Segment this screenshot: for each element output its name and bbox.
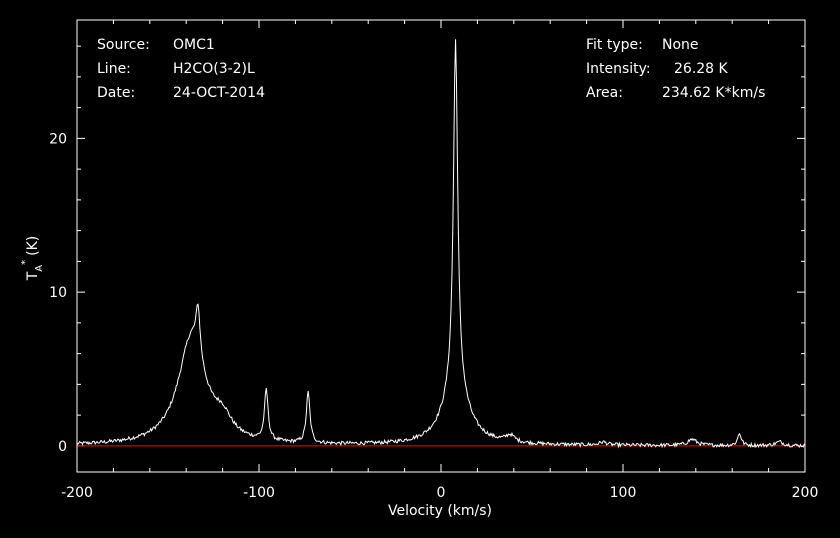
source-value: OMC1 — [173, 37, 215, 53]
line-label: Line: — [97, 61, 131, 77]
intensity-value: 26.28 K — [674, 61, 729, 77]
y-tick-label: 0 — [58, 439, 67, 455]
plot-frame — [76, 19, 806, 473]
x-tick-label: 100 — [610, 485, 637, 501]
y-axis-label-sup: * — [20, 260, 31, 265]
header-left: Source: OMC1 Line: H2CO(3-2)L Date: 24-O… — [97, 37, 265, 101]
source-label: Source: — [97, 37, 150, 53]
x-tick-label: 200 — [792, 485, 819, 501]
x-tick-label: 0 — [437, 485, 446, 501]
x-axis-label: Velocity (km/s) — [388, 503, 492, 519]
x-tick-label: -200 — [61, 485, 93, 501]
area-label: Area: — [586, 85, 623, 101]
x-tick-label: -100 — [243, 485, 275, 501]
y-tick-label: 10 — [49, 285, 67, 301]
y-axis-label: TA* (K) — [20, 236, 45, 282]
spectrum-line — [76, 39, 806, 449]
area-value: 234.62 K*km/s — [662, 85, 765, 101]
y-axis-label-sub: A — [34, 265, 45, 272]
fit-type-value: None — [662, 37, 699, 53]
date-value: 24-OCT-2014 — [173, 85, 265, 101]
intensity-label: Intensity: — [586, 61, 651, 77]
y-axis-label-main: T — [25, 271, 41, 281]
y-axis-label-unit: (K) — [25, 236, 41, 256]
date-label: Date: — [97, 85, 135, 101]
header-right: Fit type: None Intensity: 26.28 K Area: … — [586, 37, 765, 101]
y-tick-label: 20 — [49, 131, 67, 147]
svg-text:TA*(K): TA* (K) — [20, 236, 45, 282]
fit-type-label: Fit type: — [586, 37, 643, 53]
line-value: H2CO(3-2)L — [173, 61, 255, 77]
